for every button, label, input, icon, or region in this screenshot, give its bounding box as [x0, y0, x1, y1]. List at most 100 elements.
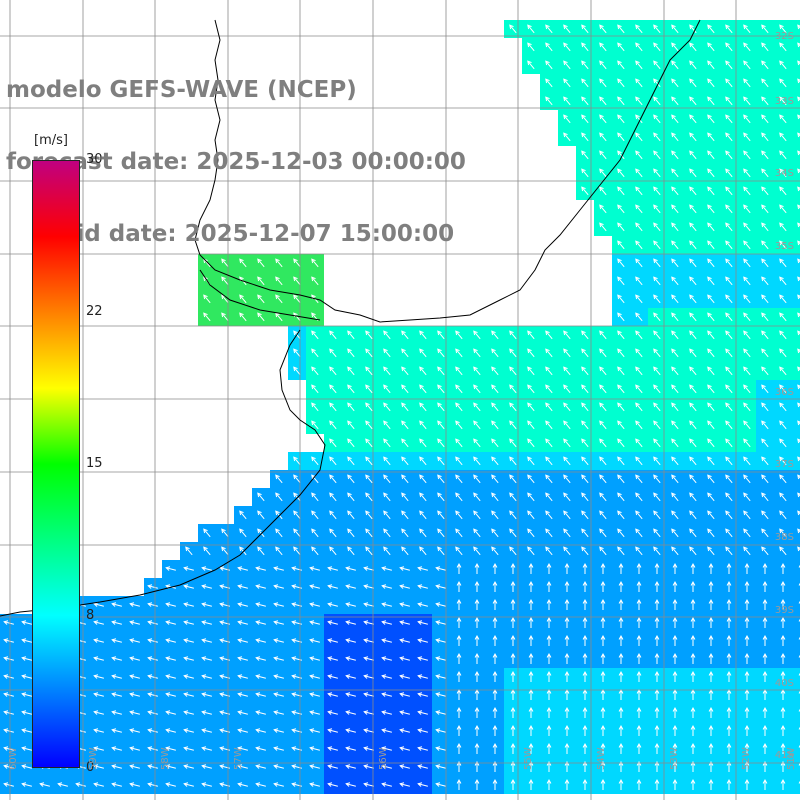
wind-arrow: [147, 782, 158, 787]
wind-arrow: [474, 580, 480, 592]
wind-arrow: [707, 258, 715, 268]
wind-arrow: [690, 760, 696, 772]
wind-arrow: [618, 742, 624, 754]
wind-arrow: [654, 652, 660, 664]
wind-arrow: [672, 616, 678, 628]
wind-arrow: [510, 562, 516, 574]
wind-arrow: [690, 742, 696, 754]
coastline-segment: [0, 329, 326, 617]
wind-arrow: [780, 598, 786, 610]
wind-arrow: [93, 674, 104, 679]
wind-arrow: [708, 616, 714, 628]
wind-arrow: [473, 474, 481, 484]
wind-arrow: [491, 420, 499, 430]
colorbar-tick: 0: [86, 760, 95, 775]
wind-arrow: [75, 782, 86, 787]
wind-arrow: [779, 438, 787, 448]
wind-arrow: [653, 168, 661, 178]
wind-arrow: [600, 616, 606, 628]
wind-arrow: [363, 710, 374, 715]
wind-arrow: [762, 634, 768, 646]
wind-arrow: [147, 764, 158, 769]
wind-arrow: [327, 602, 338, 607]
wind-arrow: [779, 24, 787, 34]
lon-label: 54W: [596, 747, 607, 770]
wind-arrow: [383, 330, 391, 340]
wind-arrow: [780, 670, 786, 682]
wind-arrow: [363, 620, 374, 625]
wind-arrow: [345, 566, 356, 571]
wind-arrow: [779, 528, 787, 538]
wind-arrow: [165, 746, 176, 751]
wind-arrow: [435, 638, 446, 643]
wind-arrow: [383, 384, 391, 394]
wind-arrow: [527, 330, 535, 340]
wind-arrow: [671, 546, 679, 556]
wind-arrow: [689, 348, 697, 358]
wind-arrow: [581, 420, 589, 430]
wind-arrow: [347, 330, 355, 340]
wind-arrow: [509, 384, 517, 394]
wind-arrow: [563, 78, 571, 88]
wind-arrow: [147, 674, 158, 679]
wind-arrow: [797, 384, 800, 390]
wind-arrow: [689, 546, 697, 556]
wind-arrow: [653, 438, 661, 448]
wind-arrow: [363, 728, 374, 733]
wind-arrow: [761, 96, 769, 106]
wind-arrow: [347, 510, 355, 520]
wind-arrow: [419, 420, 427, 430]
wind-arrow: [510, 760, 516, 772]
wind-arrow: [329, 366, 337, 376]
wind-arrow: [797, 456, 800, 462]
wind-arrow: [147, 584, 158, 589]
wind-arrow: [309, 692, 320, 697]
wind-arrow: [672, 760, 678, 772]
wind-arrow: [743, 42, 751, 52]
wind-arrow: [417, 656, 428, 661]
wind-arrow: [417, 638, 428, 643]
wind-arrow: [743, 492, 751, 502]
wind-arrow: [707, 330, 715, 340]
wind-arrow: [111, 692, 122, 697]
wind-arrow: [635, 528, 643, 538]
wind-arrow: [399, 782, 410, 787]
wind-arrow: [293, 492, 301, 502]
wind-arrow: [671, 186, 679, 196]
wind-arrow: [129, 710, 140, 715]
wind-arrow: [275, 510, 283, 520]
wind-arrow: [365, 456, 373, 466]
wind-arrow: [671, 456, 679, 466]
wind-arrow: [327, 584, 338, 589]
wind-arrow: [401, 456, 409, 466]
wind-speed-cell: [792, 614, 800, 632]
wind-arrow: [780, 634, 786, 646]
wind-arrow: [654, 670, 660, 682]
wind-arrow: [93, 710, 104, 715]
wind-arrow: [509, 330, 517, 340]
wind-arrow: [600, 598, 606, 610]
wind-speed-cell: [792, 182, 800, 200]
wind-arrow: [273, 728, 284, 733]
wind-arrow: [708, 598, 714, 610]
lat-label: 39S: [774, 605, 794, 616]
wind-arrow: [381, 674, 392, 679]
wind-arrow: [653, 330, 661, 340]
wind-arrow: [417, 674, 428, 679]
wind-arrow: [237, 602, 248, 607]
wind-arrow: [528, 742, 534, 754]
wind-arrow: [239, 312, 247, 322]
lon-label: 55W: [523, 747, 534, 770]
wind-arrow: [690, 580, 696, 592]
wind-arrow: [581, 96, 589, 106]
wind-arrow: [743, 456, 751, 466]
wind-arrow: [582, 616, 588, 628]
wind-arrow: [636, 760, 642, 772]
wind-arrow: [725, 294, 733, 304]
wind-arrow: [347, 348, 355, 358]
wind-arrow: [690, 634, 696, 646]
wind-arrow: [779, 42, 787, 52]
wind-arrow: [726, 670, 732, 682]
wind-arrow: [492, 598, 498, 610]
